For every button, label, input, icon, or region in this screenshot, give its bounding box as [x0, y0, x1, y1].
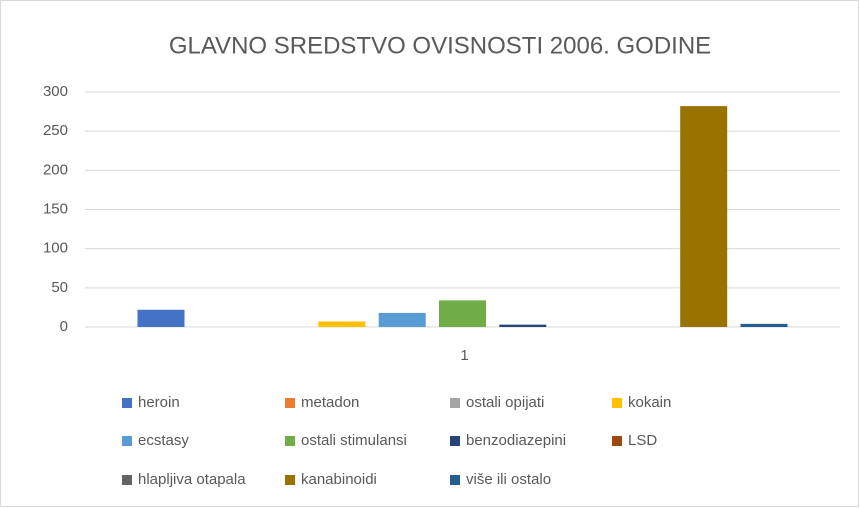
- y-tick-label: 0: [60, 318, 68, 335]
- legend-label: ecstasy: [138, 432, 189, 449]
- legend-label: ostali stimulansi: [301, 432, 407, 449]
- legend-label: kokain: [628, 394, 671, 411]
- legend-swatch: [122, 398, 132, 408]
- legend-swatch: [450, 475, 460, 485]
- chart-title: GLAVNO SREDSTVO OVISNOSTI 2006. GODINE: [169, 32, 711, 59]
- y-tick-label: 100: [43, 240, 68, 257]
- legend-swatch: [450, 398, 460, 408]
- bar: [378, 312, 426, 327]
- legend-swatch: [285, 475, 295, 485]
- x-tick-label: 1: [460, 347, 468, 364]
- legend-label: više ili ostalo: [466, 471, 551, 488]
- bar: [680, 106, 728, 327]
- legend-swatch: [285, 436, 295, 446]
- legend-label: hlapljiva otapala: [138, 471, 246, 488]
- y-tick-label: 250: [43, 122, 68, 139]
- legend-label: heroin: [138, 394, 180, 411]
- legend-swatch: [285, 398, 295, 408]
- legend-swatch: [122, 436, 132, 446]
- legend-label: LSD: [628, 432, 657, 449]
- y-tick-label: 200: [43, 161, 68, 178]
- legend-label: metadon: [301, 394, 359, 411]
- legend-swatch: [612, 436, 622, 446]
- y-tick-label: 50: [51, 279, 68, 296]
- bar: [499, 324, 547, 327]
- y-tick-label: 150: [43, 200, 68, 217]
- legend-label: ostali opijati: [466, 394, 544, 411]
- bar: [439, 300, 486, 327]
- bar: [318, 321, 366, 327]
- y-tick-label: 300: [43, 83, 68, 100]
- legend-swatch: [612, 398, 622, 408]
- bar: [137, 309, 185, 327]
- legend-label: kanabinoidi: [301, 471, 377, 488]
- bar: [740, 323, 788, 327]
- legend-label: benzodiazepini: [466, 432, 566, 449]
- legend-swatch: [450, 436, 460, 446]
- legend-swatch: [122, 475, 132, 485]
